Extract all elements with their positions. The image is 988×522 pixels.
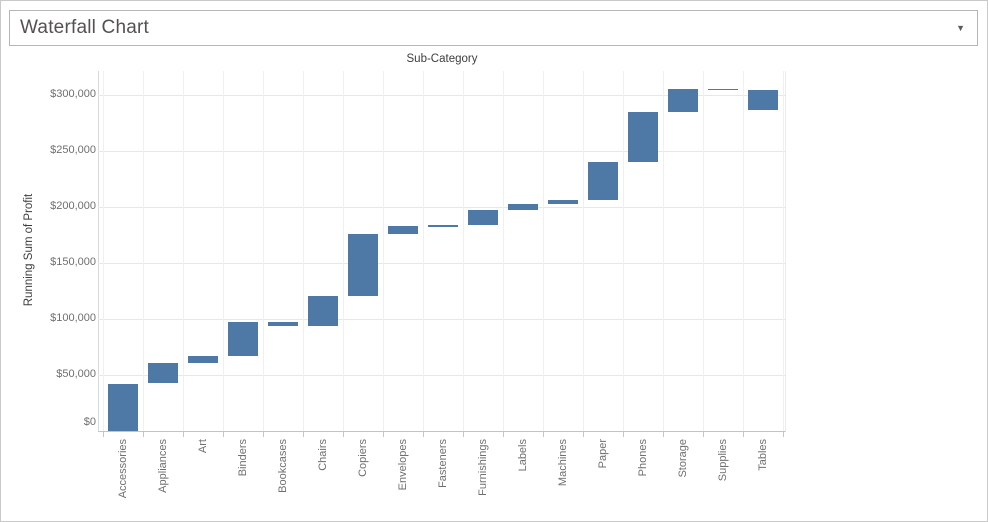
- x-category-label-chairs[interactable]: Chairs: [316, 439, 329, 471]
- x-tick-mark: [583, 432, 584, 437]
- v-gridline: [663, 71, 664, 431]
- bar-machines[interactable]: [548, 200, 578, 205]
- x-tick-mark: [543, 432, 544, 437]
- dropdown-caret-icon: ▼: [956, 22, 965, 33]
- x-tick-mark: [503, 432, 504, 437]
- parameter-value: Waterfall Chart: [20, 17, 149, 38]
- v-gridline: [743, 71, 744, 431]
- bar-storage[interactable]: [668, 88, 698, 113]
- bar-supplies[interactable]: [708, 88, 738, 91]
- y-tick-label: $50,000: [56, 367, 96, 380]
- h-gridline: [98, 374, 786, 376]
- x-tick-mark: [703, 432, 704, 437]
- bar-accessories[interactable]: [108, 383, 138, 431]
- x-tick-mark: [743, 432, 744, 437]
- x-tick-mark: [423, 432, 424, 437]
- v-gridline: [303, 71, 304, 431]
- x-tick-mark: [103, 432, 104, 437]
- x-category-label-copiers[interactable]: Copiers: [356, 439, 369, 477]
- x-tick-mark: [343, 432, 344, 437]
- x-category-label-labels[interactable]: Labels: [516, 439, 529, 472]
- v-gridline: [183, 71, 184, 431]
- x-tick-mark: [183, 432, 184, 437]
- x-category-label-fasteners[interactable]: Fasteners: [436, 439, 449, 488]
- x-category-label-furnishings[interactable]: Furnishings: [476, 439, 489, 496]
- y-tick-label: $200,000: [50, 199, 96, 212]
- h-gridline: [98, 150, 786, 152]
- v-gridline: [543, 71, 544, 431]
- v-gridline: [343, 71, 344, 431]
- v-gridline: [783, 71, 784, 431]
- bar-fasteners[interactable]: [428, 225, 458, 227]
- v-gridline: [703, 71, 704, 431]
- bar-binders[interactable]: [228, 322, 258, 356]
- x-category-label-appliances[interactable]: Appliances: [156, 439, 169, 493]
- x-tick-mark: [463, 432, 464, 437]
- y-tick-label: $0: [83, 415, 96, 428]
- v-gridline: [423, 71, 424, 431]
- x-tick-mark: [383, 432, 384, 437]
- y-tick-label: $250,000: [50, 143, 96, 156]
- bar-tables[interactable]: [748, 89, 778, 110]
- x-tick-mark: [663, 432, 664, 437]
- bar-copiers[interactable]: [348, 233, 378, 297]
- x-tick-mark: [783, 432, 784, 437]
- bar-phones[interactable]: [628, 112, 658, 163]
- x-category-label-paper[interactable]: Paper: [596, 439, 609, 469]
- y-tick-label: $150,000: [50, 255, 96, 268]
- v-gridline: [103, 71, 104, 431]
- x-category-label-supplies[interactable]: Supplies: [716, 439, 729, 482]
- x-category-label-bookcases[interactable]: Bookcases: [276, 439, 289, 493]
- x-category-label-envelopes[interactable]: Envelopes: [396, 439, 409, 491]
- x-category-label-storage[interactable]: Storage: [676, 439, 689, 478]
- v-gridline: [623, 71, 624, 431]
- bar-labels[interactable]: [508, 204, 538, 211]
- bar-art[interactable]: [188, 355, 218, 364]
- v-gridline: [463, 71, 464, 431]
- v-gridline: [503, 71, 504, 431]
- bar-chairs[interactable]: [308, 296, 338, 326]
- parameter-dropdown[interactable]: Waterfall Chart ▼: [9, 10, 978, 46]
- v-gridline: [143, 71, 144, 431]
- bar-bookcases[interactable]: [268, 322, 298, 326]
- x-category-label-phones[interactable]: Phones: [636, 439, 649, 477]
- x-tick-mark: [223, 432, 224, 437]
- h-gridline: [98, 318, 786, 320]
- bar-appliances[interactable]: [148, 363, 178, 384]
- v-gridline: [383, 71, 384, 431]
- v-gridline: [263, 71, 264, 431]
- v-gridline: [223, 71, 224, 431]
- v-gridline: [583, 71, 584, 431]
- x-tick-mark: [263, 432, 264, 437]
- x-category-label-tables[interactable]: Tables: [756, 439, 769, 471]
- bar-envelopes[interactable]: [388, 226, 418, 234]
- h-gridline: [98, 206, 786, 208]
- x-category-label-binders[interactable]: Binders: [236, 439, 249, 477]
- bar-furnishings[interactable]: [468, 210, 498, 225]
- x-tick-mark: [623, 432, 624, 437]
- x-category-label-art[interactable]: Art: [196, 439, 209, 454]
- bar-paper[interactable]: [588, 162, 618, 201]
- x-tick-mark: [143, 432, 144, 437]
- plot-area: [98, 71, 786, 432]
- h-gridline: [98, 262, 786, 264]
- chart-title: Sub-Category: [406, 53, 478, 65]
- y-tick-label: $300,000: [50, 87, 96, 100]
- y-tick-label: $100,000: [50, 311, 96, 324]
- x-category-label-machines[interactable]: Machines: [556, 439, 569, 487]
- x-tick-mark: [303, 432, 304, 437]
- h-gridline: [98, 94, 786, 96]
- x-category-label-accessories[interactable]: Accessories: [116, 439, 129, 499]
